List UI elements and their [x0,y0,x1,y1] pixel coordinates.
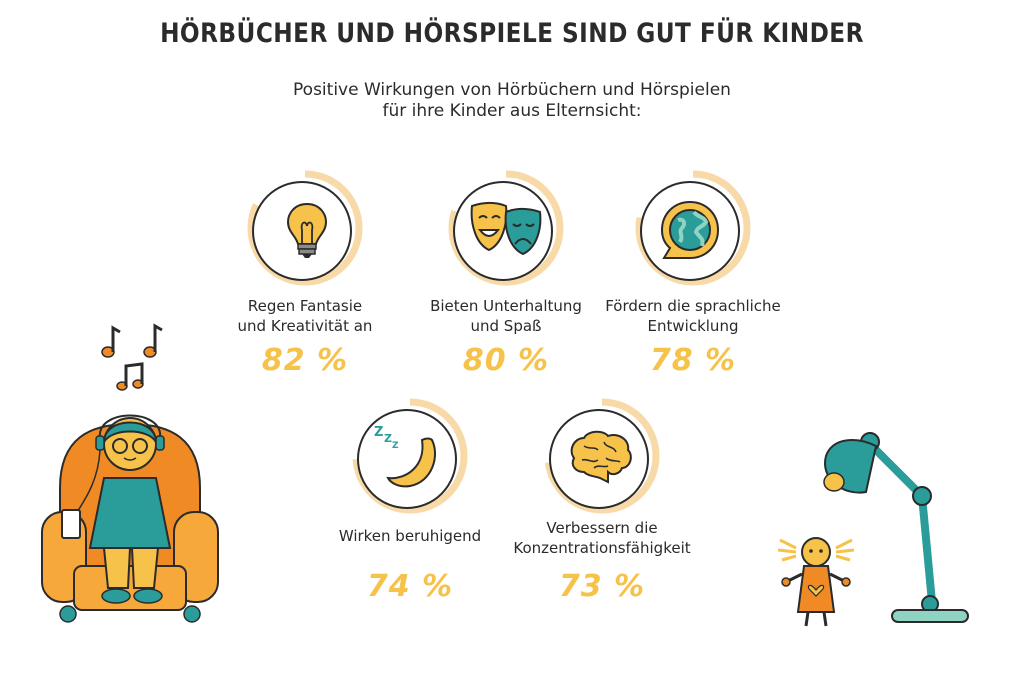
stat-percent: 73 % [558,569,646,604]
brain-icon [570,430,632,484]
desk-lamp-illustration [823,432,969,623]
music-notes-icon [101,323,163,391]
doll-illustration [777,537,855,627]
page-title: HÖRBÜCHER UND HÖRSPIELE SIND GUT FÜR KIN… [160,18,864,49]
stat-label-line-2: Konzentrationsfähigkeit [513,539,691,557]
stat-label-line-2: und Spaß [470,317,542,335]
stat-label-line-2: Entwicklung [647,317,739,335]
stat-percent: 78 % [649,343,737,378]
sleep-letters: Z [374,425,383,440]
subtitle-line-2: für ihre Kinder aus Elternsicht: [382,101,642,121]
stat-percent: 74 % [366,569,454,604]
stat-label-line-1: Verbessern die [546,519,658,537]
stat-label-line-2: und Kreativität an [237,317,373,335]
svg-text:Z: Z [392,441,399,451]
stat-percent: 82 % [261,343,349,378]
lightbulb-icon [286,202,328,258]
theater-masks-icon [470,202,542,256]
child-armchair-illustration [41,414,219,623]
stat-percent: 80 % [462,343,550,378]
page-subtitle: Positive Wirkungen von Hörbüchern und Hö… [0,80,1024,122]
stat-label-line-1: Wirken beruhigend [338,527,482,545]
percent-ring [352,398,468,514]
moon-sleep-icon: Z Z Z [374,425,436,488]
stat-label-line-1: Regen Fantasie [247,297,363,315]
svg-text:Z: Z [384,432,392,445]
subtitle-line-1: Positive Wirkungen von Hörbüchern und Hö… [293,80,731,100]
stat-label-line-1: Fördern die sprachliche [605,297,781,315]
globe-speech-icon [660,200,720,259]
stat-label-line-1: Bieten Unterhaltung [430,297,582,315]
